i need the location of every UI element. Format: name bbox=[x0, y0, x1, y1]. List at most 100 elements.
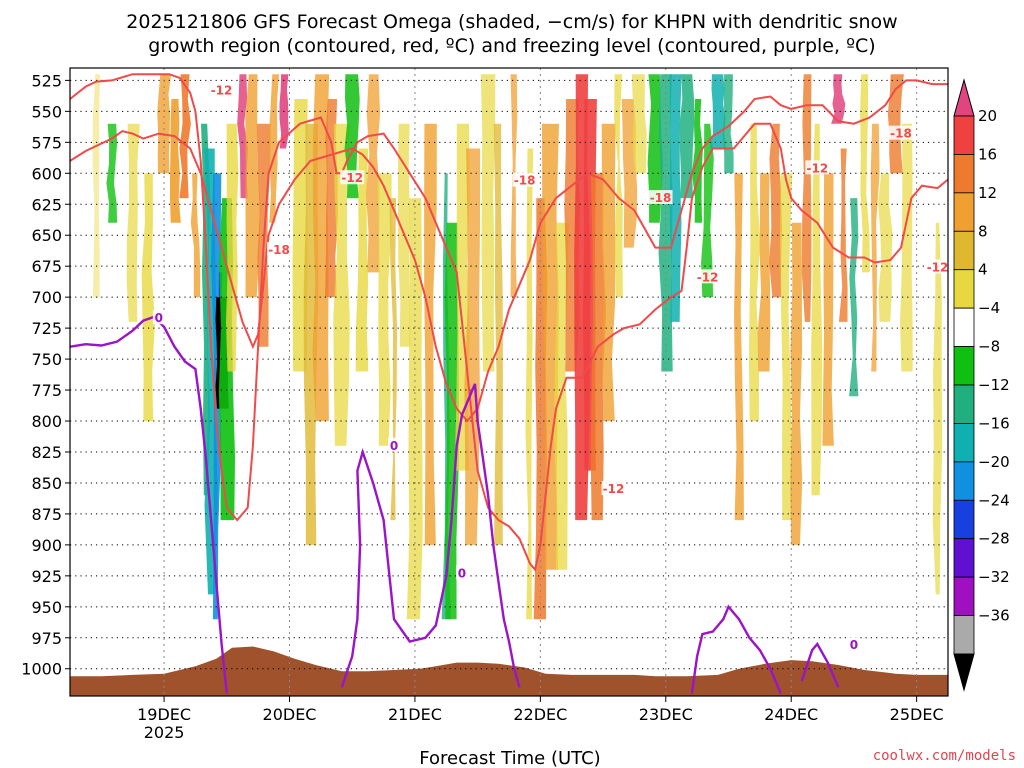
contour-label-bg bbox=[805, 160, 830, 175]
contour-label-bg bbox=[888, 125, 913, 140]
colorbar-label: −4 bbox=[978, 299, 1000, 317]
omega-streak bbox=[631, 74, 647, 174]
omega-streak bbox=[769, 123, 783, 298]
colorbar-segment bbox=[953, 269, 975, 309]
y-tick-label: 650 bbox=[31, 226, 62, 245]
y-tick-label: 800 bbox=[31, 412, 62, 431]
colorbar-segment bbox=[953, 230, 975, 271]
x-tick-label: 20DEC bbox=[263, 705, 317, 724]
freezing-level-contour bbox=[70, 315, 840, 694]
dendritic-contour-label: -18 bbox=[268, 243, 290, 257]
omega-streak bbox=[344, 74, 360, 199]
y-axis: 525 550 575 600 625 650 675 700 725 750 775 800 825 8… bbox=[21, 71, 70, 679]
colorbar-label: 16 bbox=[978, 145, 997, 163]
omega-streak bbox=[126, 123, 140, 322]
omega-streak bbox=[237, 74, 248, 199]
y-tick-label: 925 bbox=[31, 567, 62, 586]
omega-streak bbox=[932, 222, 943, 595]
omega-streak bbox=[601, 123, 616, 421]
omega-streak bbox=[269, 74, 279, 223]
terrain-layer bbox=[70, 646, 948, 696]
dendritic-contour-label: -12 bbox=[927, 260, 949, 274]
colorbar-segment bbox=[953, 384, 975, 424]
omega-streak bbox=[701, 123, 714, 298]
omega-streak bbox=[780, 173, 793, 521]
y-tick-label: 625 bbox=[31, 195, 62, 214]
omega-streak bbox=[734, 173, 744, 521]
y-tick-label: 725 bbox=[31, 319, 62, 338]
dendritic-contour-label: -18 bbox=[890, 127, 912, 141]
omega-streak bbox=[377, 173, 392, 446]
y-tick-label: 700 bbox=[31, 288, 62, 307]
chart-title-line-1: 2025121806 GFS Forecast Omega (shaded, −… bbox=[126, 11, 897, 33]
contour-label-bg bbox=[925, 259, 948, 274]
omega-streak bbox=[424, 123, 437, 545]
contour-label-bg bbox=[340, 170, 365, 185]
omega-streak bbox=[312, 74, 330, 421]
omega-streak bbox=[614, 74, 623, 298]
y-tick-label: 550 bbox=[31, 102, 62, 121]
omega-streak bbox=[170, 99, 181, 223]
contour-label-bg bbox=[152, 310, 165, 325]
omega-streak bbox=[366, 74, 381, 273]
dendritic-minus12-contour bbox=[70, 73, 948, 572]
omega-streak bbox=[878, 173, 893, 322]
omega-streak bbox=[849, 198, 859, 397]
omega-streak bbox=[811, 123, 823, 496]
omega-streak bbox=[92, 74, 100, 298]
freezing-contour-label: 0 bbox=[458, 566, 466, 580]
colorbar-segment bbox=[953, 461, 975, 501]
y-tick-label: 950 bbox=[31, 598, 62, 617]
omega-streak bbox=[887, 74, 904, 174]
contour-label-bg bbox=[695, 269, 720, 284]
freezing-contour-label: 0 bbox=[850, 638, 858, 652]
colorbar-label: 4 bbox=[978, 261, 988, 279]
omega-streak bbox=[679, 74, 695, 199]
y-tick-label: 975 bbox=[31, 629, 62, 648]
x-tick-label: 22DEC bbox=[513, 705, 567, 724]
plot-frame bbox=[69, 67, 949, 697]
x-axis-label: Forecast Time (UTC) bbox=[419, 748, 600, 768]
chart-title-line-2: growth region (contoured, red, ºC) and f… bbox=[148, 35, 875, 57]
omega-streak bbox=[179, 74, 191, 199]
omega-streak bbox=[669, 74, 682, 322]
colorbar-segment bbox=[953, 192, 975, 232]
colorbar-segment bbox=[953, 499, 975, 540]
colorbar: 20 16 12 8 4 −4 −8 −12 −16 −20 −24 −28 −32 −36 bbox=[953, 78, 1010, 692]
y-tick-label: 675 bbox=[31, 257, 62, 276]
dendritic-contour-label: -18 bbox=[514, 174, 536, 188]
credit-text[interactable]: coolwx.com/models bbox=[873, 748, 1016, 764]
colorbar-segment bbox=[953, 423, 975, 463]
y-tick-label: 575 bbox=[31, 133, 62, 152]
omega-streak bbox=[801, 74, 812, 322]
y-tick-label: 525 bbox=[31, 71, 62, 90]
colorbar-label: −20 bbox=[978, 453, 1010, 471]
dendritic-contour-label: -12 bbox=[341, 171, 363, 185]
omega-streak bbox=[245, 74, 261, 298]
x-tick-label: 19DEC bbox=[137, 705, 191, 724]
contour-label-bg bbox=[601, 481, 626, 496]
y-tick-label: 600 bbox=[31, 164, 62, 183]
colorbar-segment bbox=[953, 307, 975, 347]
contour-label-bg bbox=[267, 242, 292, 257]
colorbar-label: −24 bbox=[978, 491, 1010, 509]
omega-streak bbox=[757, 173, 771, 372]
colorbar-segment bbox=[953, 538, 975, 578]
colorbar-segment bbox=[953, 615, 975, 655]
colorbar-segment bbox=[953, 154, 975, 194]
colorbar-segment bbox=[953, 115, 975, 155]
y-tick-label: 825 bbox=[31, 443, 62, 462]
y-tick-label: 775 bbox=[31, 381, 62, 400]
y-tick-label: 875 bbox=[31, 505, 62, 524]
omega-streak bbox=[860, 74, 870, 273]
colorbar-top-triangle bbox=[953, 78, 975, 117]
omega-streak bbox=[838, 148, 848, 322]
contour-label-bg bbox=[455, 565, 468, 580]
x-tick-label: 24DEC bbox=[764, 705, 818, 724]
omega-streak bbox=[647, 74, 663, 223]
colorbar-label: −8 bbox=[978, 338, 1000, 356]
colorbar-label: −16 bbox=[978, 414, 1010, 432]
dendritic-contour-label: -18 bbox=[650, 191, 672, 205]
dendritic-minus18-contour bbox=[70, 79, 948, 423]
